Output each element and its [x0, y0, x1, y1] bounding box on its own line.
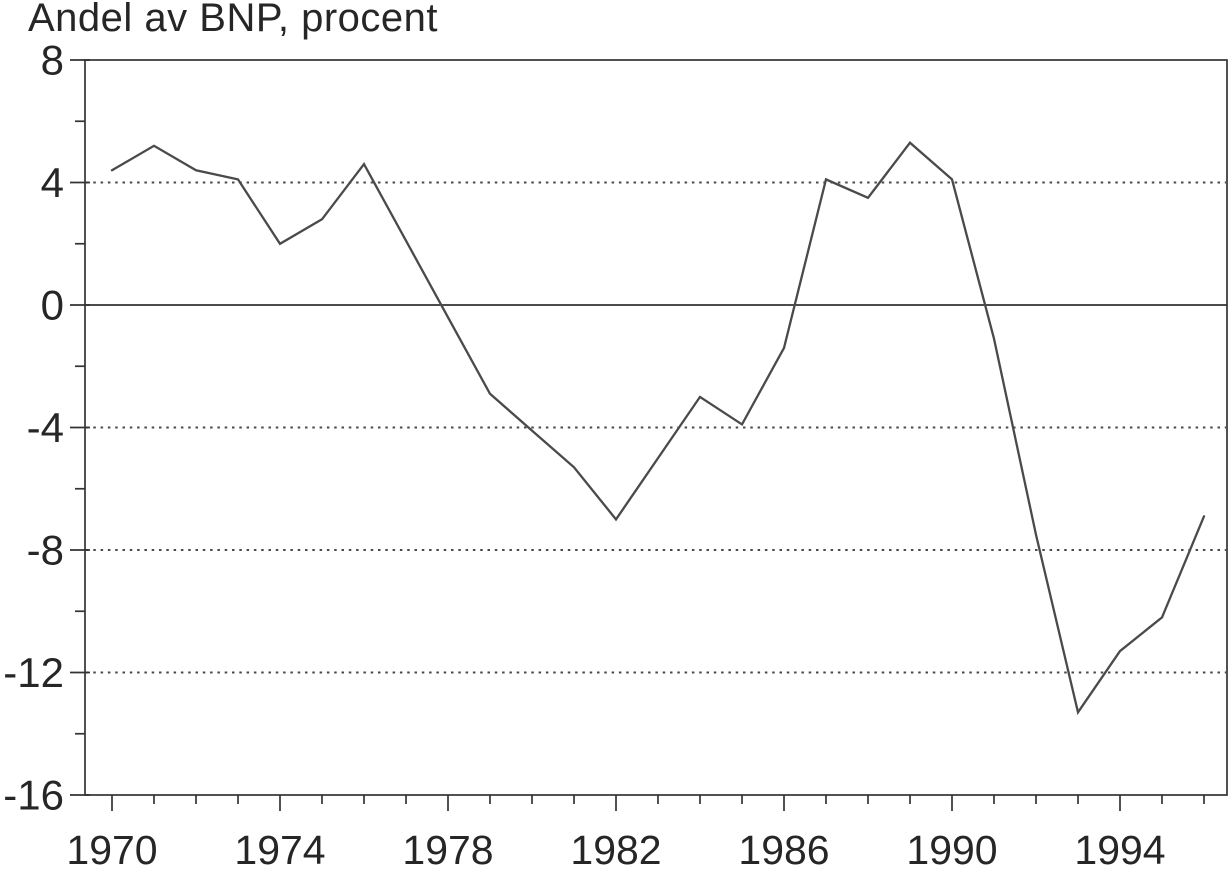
- y-tick-label: -12: [3, 649, 64, 696]
- y-tick-label: -8: [27, 527, 64, 574]
- x-tick-label: 1974: [234, 827, 325, 873]
- x-tick-label: 1990: [906, 827, 997, 873]
- y-tick-label: -16: [3, 772, 64, 819]
- y-tick-label: -4: [27, 404, 64, 451]
- x-tick-label: 1994: [1074, 827, 1165, 873]
- y-tick-label: 4: [41, 159, 64, 206]
- y-tick-label: 8: [41, 37, 64, 84]
- x-tick-label: 1978: [402, 827, 493, 873]
- x-tick-label: 1982: [570, 827, 661, 873]
- y-tick-label: 0: [41, 282, 64, 329]
- chart-title: Andel av BNP, procent: [28, 0, 439, 40]
- x-tick-label: 1970: [66, 827, 157, 873]
- x-tick-label: 1986: [738, 827, 829, 873]
- data-series-line: [110, 141, 1206, 716]
